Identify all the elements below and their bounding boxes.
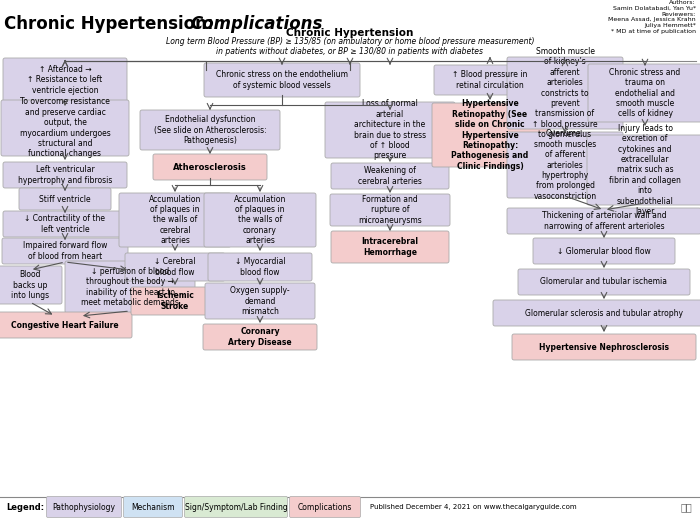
Text: Long term Blood Pressure (BP) ≥ 135/85 (on ambulatory or home blood pressure mea: Long term Blood Pressure (BP) ≥ 135/85 (… (166, 37, 534, 56)
Text: Stiff ventricle: Stiff ventricle (39, 194, 91, 204)
Text: ↓ Contractility of the
left ventricle: ↓ Contractility of the left ventricle (25, 214, 106, 234)
Text: Mechanism: Mechanism (132, 502, 175, 511)
FancyBboxPatch shape (587, 135, 700, 205)
Text: Intracerebral
Hemorrhage: Intracerebral Hemorrhage (361, 237, 419, 257)
FancyBboxPatch shape (203, 324, 317, 350)
FancyBboxPatch shape (208, 253, 312, 281)
Text: Hypertensive Nephrosclerosis: Hypertensive Nephrosclerosis (539, 342, 669, 352)
Text: Ischemic
Stroke: Ischemic Stroke (156, 291, 194, 311)
Text: Pathophysiology: Pathophysiology (52, 502, 116, 511)
FancyBboxPatch shape (507, 208, 700, 234)
Text: Accumulation
of plaques in
the walls of
cerebral
arteries: Accumulation of plaques in the walls of … (149, 195, 201, 245)
Text: ↑ Blood pressure in
retinal circulation: ↑ Blood pressure in retinal circulation (452, 70, 528, 90)
FancyBboxPatch shape (512, 334, 696, 360)
Text: Oxygen supply-
demand
mismatch: Oxygen supply- demand mismatch (230, 286, 290, 316)
FancyBboxPatch shape (3, 162, 127, 188)
Text: Left ventricular
hypertrophy and fibrosis: Left ventricular hypertrophy and fibrosi… (18, 165, 112, 185)
FancyBboxPatch shape (140, 110, 280, 150)
Text: Loss of normal
arterial
architecture in the
brain due to stress
of ↑ blood
press: Loss of normal arterial architecture in … (354, 100, 426, 161)
Text: ⒸⓄ: ⒸⓄ (680, 502, 692, 512)
FancyBboxPatch shape (204, 193, 316, 247)
FancyBboxPatch shape (3, 211, 127, 237)
Text: Smooth muscle
of kidney’s
afferent
arterioles
constricts to
prevent
transmission: Smooth muscle of kidney’s afferent arter… (532, 47, 598, 139)
Text: Congestive Heart Failure: Congestive Heart Failure (11, 320, 119, 330)
FancyBboxPatch shape (0, 266, 62, 304)
FancyBboxPatch shape (331, 163, 449, 189)
Text: Chronic stress on the endothelium
of systemic blood vessels: Chronic stress on the endothelium of sys… (216, 70, 348, 90)
Text: ↓ Glomerular blood flow: ↓ Glomerular blood flow (557, 247, 651, 256)
FancyBboxPatch shape (125, 253, 225, 281)
Text: ↓ perfusion of blood
throughout the body →
inability of the heart to
meet metabo: ↓ perfusion of blood throughout the body… (81, 267, 179, 307)
FancyBboxPatch shape (325, 102, 455, 158)
Text: Authors:
Samin Dolatabadi, Yan Yu*
Reviewers:
Meena Assad, Jessica Krahn
Juliya : Authors: Samin Dolatabadi, Yan Yu* Revie… (608, 0, 696, 34)
Text: Complications: Complications (298, 502, 352, 511)
FancyBboxPatch shape (131, 287, 219, 315)
Text: Glomerular sclerosis and tubular atrophy: Glomerular sclerosis and tubular atrophy (525, 309, 683, 318)
FancyBboxPatch shape (185, 497, 288, 518)
Text: Atherosclerosis: Atherosclerosis (173, 163, 247, 172)
Text: Injury leads to
excretion of
cytokines and
extracellular
matrix such as
fibrin a: Injury leads to excretion of cytokines a… (609, 124, 681, 216)
FancyBboxPatch shape (3, 58, 127, 102)
FancyBboxPatch shape (493, 300, 700, 326)
FancyBboxPatch shape (119, 193, 231, 247)
FancyBboxPatch shape (65, 261, 195, 313)
FancyBboxPatch shape (432, 103, 548, 167)
FancyBboxPatch shape (19, 188, 111, 210)
FancyBboxPatch shape (0, 312, 132, 338)
FancyBboxPatch shape (434, 65, 546, 95)
FancyBboxPatch shape (518, 269, 690, 295)
Text: Chronic stress and
trauma on
endothelial and
smooth muscle
cells of kidney: Chronic stress and trauma on endothelial… (610, 68, 680, 118)
Text: Complications: Complications (190, 15, 323, 33)
Text: ↓ Cerebral
blood flow: ↓ Cerebral blood flow (154, 257, 196, 277)
Text: Blood
backs up
into lungs: Blood backs up into lungs (11, 270, 49, 300)
FancyBboxPatch shape (533, 238, 675, 264)
Text: Coronary
Artery Disease: Coronary Artery Disease (228, 327, 292, 346)
Text: Weakening of
cerebral arteries: Weakening of cerebral arteries (358, 166, 422, 186)
Text: ↑ Afterload →
↑ Resistance to left
ventricle ejection: ↑ Afterload → ↑ Resistance to left ventr… (27, 65, 103, 95)
Text: Published December 4, 2021 on www.thecalgaryguide.com: Published December 4, 2021 on www.thecal… (370, 504, 577, 510)
FancyBboxPatch shape (330, 194, 450, 226)
FancyBboxPatch shape (290, 497, 360, 518)
FancyBboxPatch shape (507, 57, 623, 129)
FancyBboxPatch shape (1, 100, 129, 156)
FancyBboxPatch shape (204, 63, 360, 97)
Text: Glomerular and tubular ischemia: Glomerular and tubular ischemia (540, 278, 668, 287)
Text: Impaired forward flow
of blood from heart: Impaired forward flow of blood from hear… (23, 242, 107, 261)
FancyBboxPatch shape (331, 231, 449, 263)
FancyBboxPatch shape (205, 283, 315, 319)
Text: Accumulation
of plaques in
the walls of
coronary
arteries: Accumulation of plaques in the walls of … (234, 195, 286, 245)
Text: Thickening of arteriolar wall and
narrowing of afferent arterioles: Thickening of arteriolar wall and narrow… (542, 211, 666, 230)
Text: To overcome resistance
and preserve cardiac
output, the
myocardium undergoes
str: To overcome resistance and preserve card… (20, 98, 111, 159)
Text: Endothelial dysfunction
(See slide on Atherosclerosis:
Pathogenesis): Endothelial dysfunction (See slide on At… (154, 115, 266, 145)
Text: Chronic Hypertension: Chronic Hypertension (286, 28, 414, 38)
Text: Sign/Symptom/Lab Finding: Sign/Symptom/Lab Finding (185, 502, 288, 511)
FancyBboxPatch shape (153, 154, 267, 180)
FancyBboxPatch shape (123, 497, 183, 518)
FancyBboxPatch shape (507, 132, 623, 198)
Text: Hypertensive
Retinopathy (See
slide on Chronic
Hypertensive
Retinopathy:
Pathoge: Hypertensive Retinopathy (See slide on C… (452, 99, 528, 171)
FancyBboxPatch shape (2, 238, 128, 264)
Text: Chronic Hypertension:: Chronic Hypertension: (4, 15, 219, 33)
FancyBboxPatch shape (588, 64, 700, 122)
Text: Legend:: Legend: (6, 502, 44, 511)
Text: ↓ Myocardial
blood flow: ↓ Myocardial blood flow (234, 257, 286, 277)
Text: Overtime,
smooth muscles
of afferent
arterioles
hypertrophy
from prolonged
vasoc: Overtime, smooth muscles of afferent art… (533, 129, 596, 201)
Text: Formation and
rupture of
microaneurysms: Formation and rupture of microaneurysms (358, 195, 422, 225)
FancyBboxPatch shape (46, 497, 122, 518)
